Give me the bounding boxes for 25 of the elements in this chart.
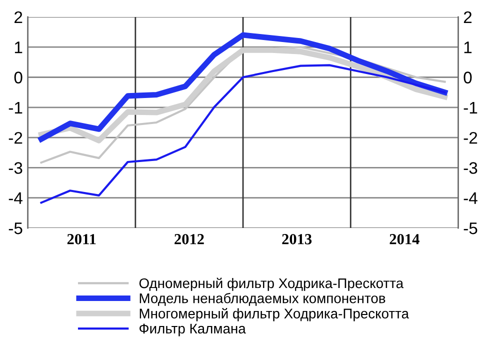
- y-tick-label: 1: [14, 42, 22, 54]
- y2-tick-label: -4: [464, 192, 478, 204]
- line-series: [40, 64, 446, 204]
- legend-label: Фильтр Калмана: [140, 324, 246, 336]
- y2-tick-label: -1: [464, 102, 478, 114]
- x-tick-label: 2011: [67, 234, 96, 244]
- legend-label: Одномерный фильтр Ходрика-Прескотта: [139, 278, 404, 291]
- y2-tick-label: -3: [464, 162, 478, 174]
- y-tick-label: 2: [14, 11, 22, 23]
- y2-tick-label: 2: [464, 11, 472, 23]
- x-tick-label: 2014: [390, 234, 420, 244]
- legend-label: Модель ненаблюдаемых компонентов: [140, 292, 386, 306]
- y-tick-label: -3: [8, 162, 22, 174]
- legend-label: Многомерный фильтр Ходрика-Прескотта: [140, 308, 409, 322]
- y-tick-label: -4: [8, 192, 22, 204]
- y-tick-label: 0: [14, 72, 22, 84]
- x-tick-label: 2012: [174, 234, 204, 244]
- x-tick-label: 2013: [282, 234, 312, 244]
- y-tick-label: -2: [8, 132, 22, 144]
- y2-tick-label: -5: [464, 222, 478, 234]
- y2-tick-label: 0: [464, 72, 472, 84]
- y-tick-label: -5: [8, 222, 22, 234]
- y2-tick-label: 1: [464, 42, 472, 54]
- y-tick-label: -1: [8, 102, 22, 114]
- y2-tick-label: -2: [464, 132, 478, 144]
